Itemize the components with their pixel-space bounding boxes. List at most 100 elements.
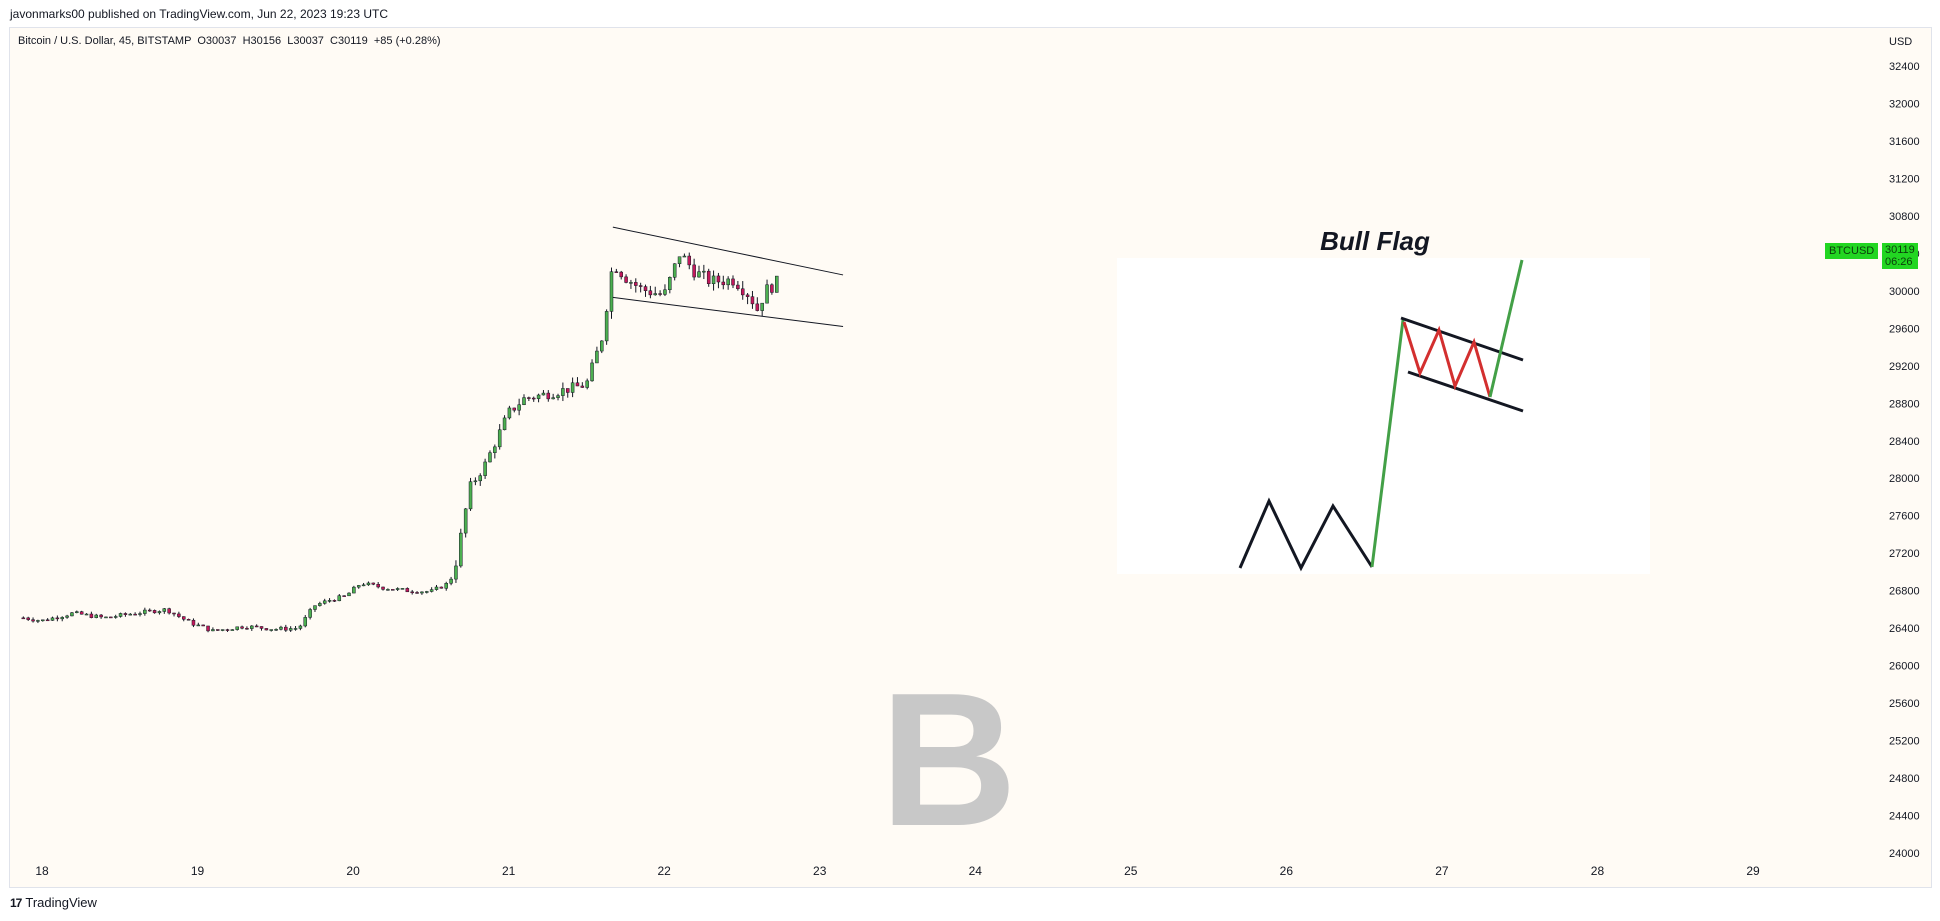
footer-brand[interactable]: 17 TradingView — [10, 895, 97, 910]
candle-body — [45, 619, 50, 622]
y-tick-label: 24000 — [1889, 848, 1920, 860]
candle-body — [604, 311, 609, 342]
candle-body — [65, 615, 69, 618]
candle-body — [677, 256, 682, 264]
candle-body — [507, 407, 512, 419]
candle-body — [750, 296, 755, 305]
candle-body — [483, 461, 487, 476]
candle-body — [740, 288, 745, 296]
candle-body — [663, 289, 667, 295]
candle-body — [147, 609, 152, 612]
candle-body — [123, 613, 128, 615]
candle-body — [196, 624, 201, 627]
candle-body — [216, 629, 220, 631]
candle-body — [658, 293, 662, 295]
candle-body — [459, 532, 463, 567]
candle-body — [585, 380, 589, 388]
candle-body — [113, 616, 118, 618]
candle-body — [775, 275, 779, 293]
y-tick-label: 26800 — [1889, 586, 1920, 598]
candle-body — [609, 271, 614, 312]
x-tick-label: 29 — [1746, 864, 1760, 878]
candle-body — [264, 628, 269, 631]
candle-body — [337, 595, 342, 602]
candle-body — [254, 625, 259, 628]
candle-body — [629, 282, 633, 284]
candle-body — [269, 629, 273, 631]
x-tick-label: 23 — [813, 864, 827, 878]
candle-body — [313, 605, 317, 610]
price-tag-value: 30119 06:26 — [1882, 243, 1918, 269]
candle-body — [395, 588, 400, 590]
candle-body — [638, 285, 643, 287]
candle-body — [181, 616, 186, 620]
candle-body — [138, 613, 142, 615]
trendline-upper — [612, 226, 844, 276]
candle-body — [745, 294, 750, 297]
symbol-legend: Bitcoin / U.S. Dollar, 45, BITSTAMP O300… — [18, 35, 441, 47]
candle-body — [439, 586, 444, 589]
x-tick-label: 28 — [1591, 864, 1605, 878]
y-tick-label: 24400 — [1889, 811, 1920, 823]
candle-body — [99, 614, 103, 618]
candle-body — [590, 362, 594, 382]
candle-body — [172, 612, 176, 615]
candle-body — [109, 616, 113, 619]
flag-upper-line — [1400, 316, 1524, 362]
candle-body — [143, 609, 147, 614]
candle-body — [167, 608, 171, 614]
candle-body — [177, 613, 181, 617]
candle-body — [702, 270, 706, 273]
candle-body — [672, 263, 677, 278]
price-tag-countdown: 06:26 — [1885, 256, 1913, 268]
candle-body — [561, 388, 565, 396]
x-tick-label: 24 — [969, 864, 983, 878]
candle-body — [245, 627, 249, 630]
candle-body — [565, 388, 570, 393]
candle-body — [128, 613, 133, 616]
candle-body — [361, 584, 366, 587]
candle-body — [352, 586, 356, 594]
candle-body — [318, 603, 322, 606]
candle-body — [50, 617, 55, 621]
price-tag-symbol: BTCUSD — [1825, 243, 1879, 259]
candle-body — [454, 565, 458, 580]
candle-body — [770, 284, 774, 293]
y-tick-label: 32400 — [1889, 61, 1920, 73]
candle-body — [327, 600, 332, 602]
candle-body — [298, 625, 303, 629]
y-tick-label: 25600 — [1889, 698, 1920, 710]
candle-body — [643, 286, 648, 292]
candle-body — [415, 592, 419, 594]
flag-zigzag — [1402, 321, 1492, 398]
candle-body — [541, 392, 546, 396]
candle-body — [711, 275, 716, 285]
candle-body — [721, 281, 726, 286]
candle-body — [619, 271, 623, 278]
x-tick-label: 21 — [502, 864, 516, 878]
candle-body — [527, 397, 531, 399]
candle-body — [648, 290, 653, 296]
candle-body — [152, 610, 157, 614]
candle-body — [682, 255, 687, 258]
candle-body — [755, 303, 760, 311]
candle-body — [410, 591, 414, 594]
candle-body — [687, 255, 692, 266]
candle-body — [75, 611, 79, 613]
candle-body — [303, 617, 308, 627]
candle-body — [420, 591, 424, 594]
candle-body — [429, 589, 434, 592]
axis-unit-label: USD — [1889, 36, 1912, 48]
y-tick-label: 31600 — [1889, 136, 1920, 148]
candle-body — [55, 617, 60, 620]
candle-body — [716, 275, 721, 283]
candle-body — [449, 578, 453, 584]
candle-body — [468, 481, 473, 510]
candle-body — [600, 340, 604, 352]
candle-body — [425, 591, 429, 593]
candle-body — [570, 382, 575, 393]
candle-body — [308, 609, 312, 618]
trendline-lower — [612, 296, 844, 327]
candle-body — [765, 284, 769, 304]
